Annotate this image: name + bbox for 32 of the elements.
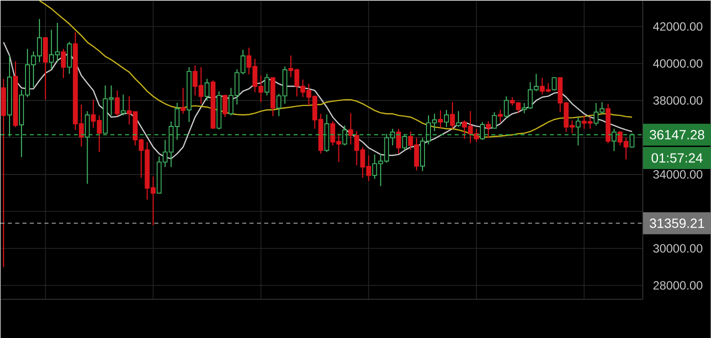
y-tick-label: 30000.00 [653, 244, 702, 253]
candlestick [492, 111, 497, 130]
candlestick [114, 90, 120, 117]
text: 01:57:24 [652, 153, 703, 163]
candlestick [450, 101, 455, 130]
candlestick [84, 110, 90, 184]
candlestick [222, 94, 228, 118]
ref-line-label: 36147.28 [650, 130, 704, 140]
candlestick [66, 41, 72, 74]
candlestick [396, 128, 402, 154]
candlestick [456, 110, 461, 128]
candlestick [402, 134, 408, 150]
y-tick-label: 40000.00 [653, 59, 702, 68]
candlestick [444, 109, 449, 128]
y-tick-label: 38000.00 [653, 96, 702, 105]
candlestick [438, 110, 443, 128]
candlestick [552, 76, 557, 91]
candlestick [504, 96, 509, 118]
candlestick [264, 73, 270, 96]
candlestick [576, 116, 581, 146]
y-tick-label: 34000.00 [653, 170, 702, 179]
candlestick [480, 121, 485, 140]
candlestick [486, 120, 491, 138]
candlestick [180, 87, 186, 114]
y-tick-label: 28000.00 [653, 281, 702, 290]
ref-line-label: 31359.21 [650, 218, 704, 228]
y-tick-label: 42000.00 [653, 22, 702, 31]
candlestick [204, 78, 210, 101]
candlestick [612, 128, 617, 152]
candlestick [630, 132, 634, 148]
candlestick [498, 109, 503, 123]
candlestick [60, 48, 66, 79]
